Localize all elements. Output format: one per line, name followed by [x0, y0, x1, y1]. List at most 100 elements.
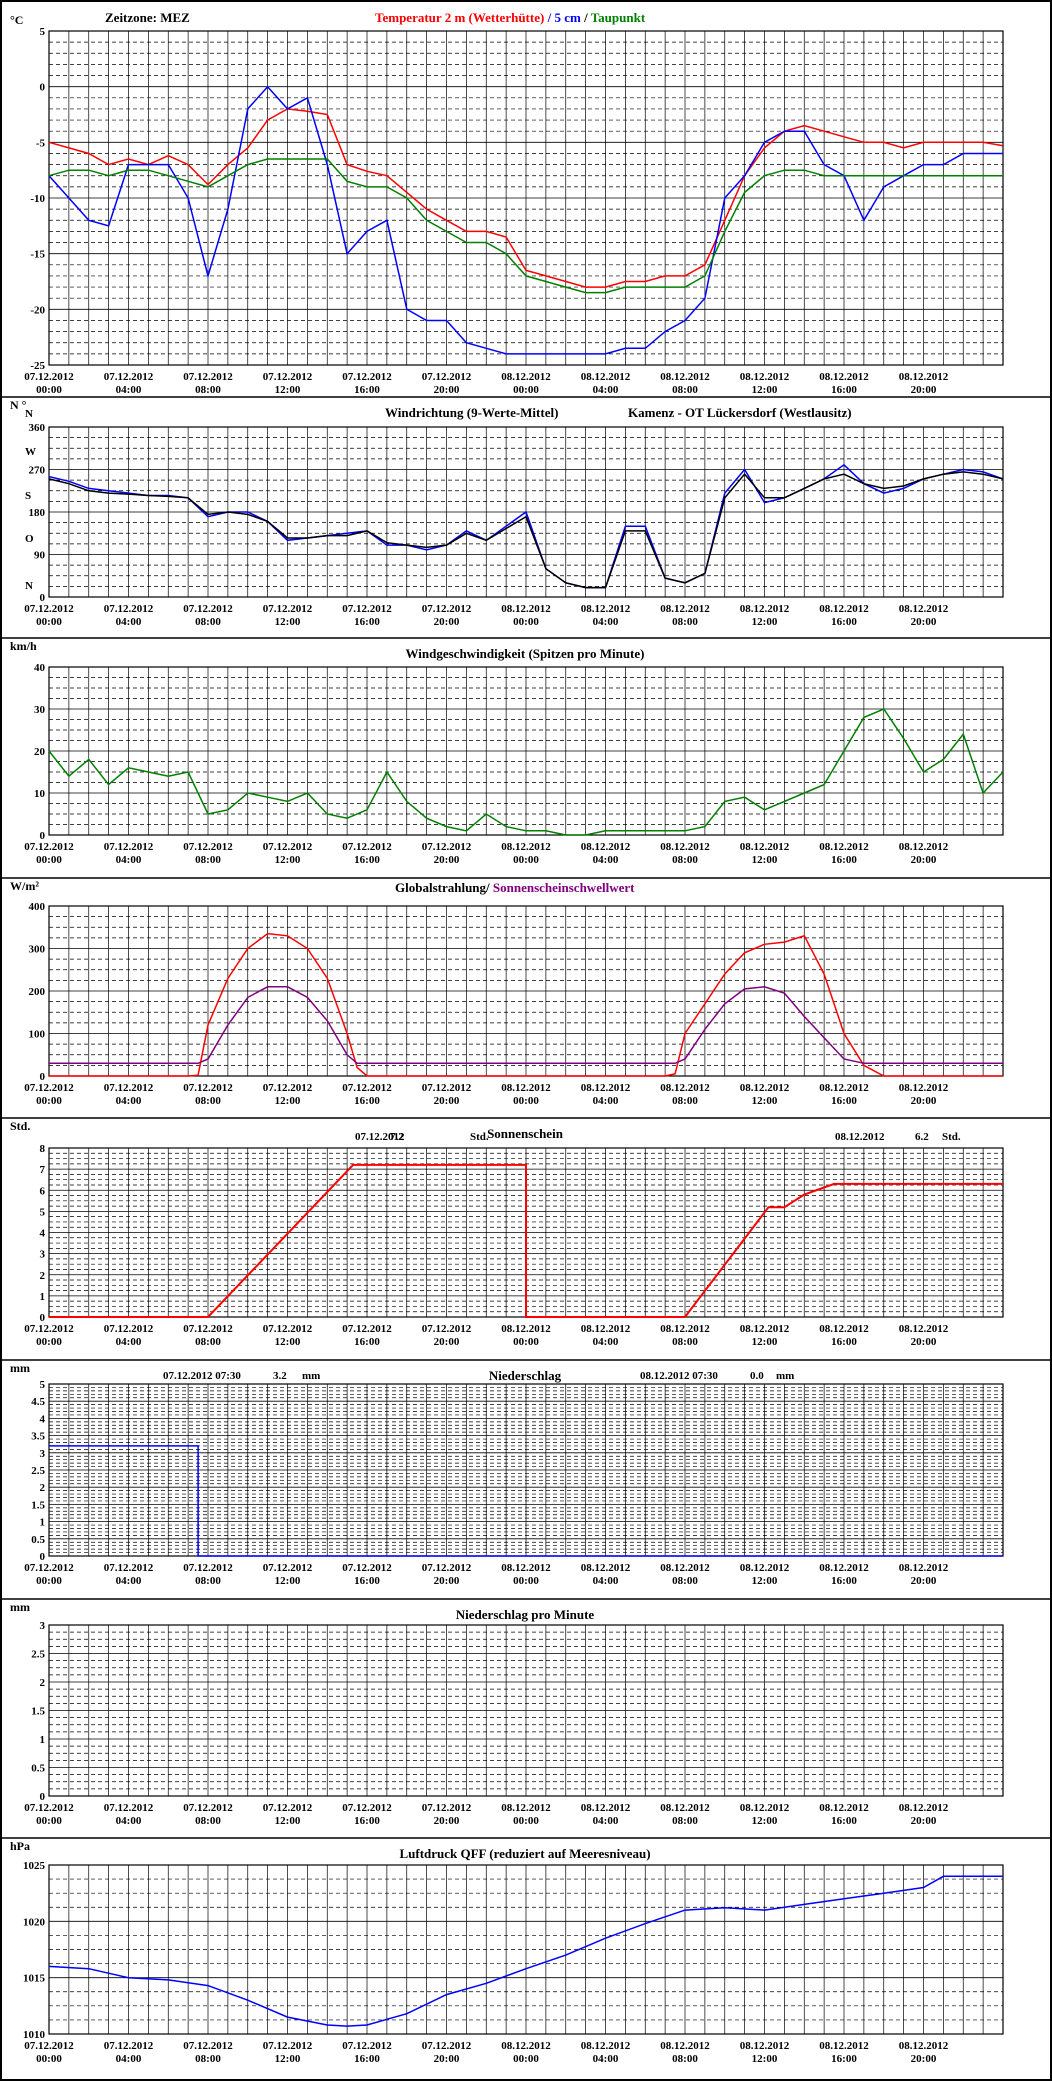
x-tick-date: 07.12.2012 — [342, 2040, 392, 2052]
x-tick-date: 07.12.2012 — [263, 841, 313, 853]
x-tick-date: 08.12.2012 — [740, 1802, 790, 1814]
y-tick-label: 7 — [40, 1164, 46, 1176]
y-tick-label: -10 — [30, 193, 45, 205]
x-tick-date: 07.12.2012 — [422, 2040, 472, 2052]
x-tick-time: 12:00 — [752, 1095, 778, 1107]
y-tick-label: 1.5 — [31, 1706, 45, 1718]
x-tick-time: 12:00 — [275, 2053, 301, 2065]
x-tick-date: 08.12.2012 — [660, 1323, 710, 1335]
x-tick-date: 07.12.2012 — [183, 1323, 233, 1335]
y-tick-label: -25 — [30, 360, 45, 372]
x-tick-date: 07.12.2012 — [422, 1082, 472, 1094]
x-tick-time: 16:00 — [354, 1336, 380, 1348]
summary-unit: mm — [776, 1370, 794, 1382]
x-tick-date: 08.12.2012 — [501, 1802, 551, 1814]
x-tick-time: 00:00 — [36, 1575, 62, 1587]
x-tick-time: 20:00 — [911, 1095, 937, 1107]
y-tick-label: 0 — [40, 592, 46, 604]
x-tick-date: 08.12.2012 — [660, 1562, 710, 1574]
x-tick-time: 12:00 — [752, 1336, 778, 1348]
panel-title: Luftdruck QFF (reduziert auf Meeresnivea… — [399, 1846, 650, 1861]
series-line-temp-2 — [48, 158, 1003, 294]
x-tick-date: 08.12.2012 — [819, 1323, 869, 1335]
x-tick-date: 08.12.2012 — [581, 841, 631, 853]
x-tick-time: 20:00 — [434, 616, 460, 628]
x-tick-time: 08:00 — [672, 616, 698, 628]
x-tick-date: 07.12.2012 — [263, 1562, 313, 1574]
x-tick-date: 08.12.2012 — [819, 1802, 869, 1814]
y-tick-label: -20 — [30, 304, 45, 316]
x-tick-date: 08.12.2012 — [581, 1562, 631, 1574]
summary-date: 07.12.2012 07:30 — [163, 1370, 241, 1382]
x-tick-date: 07.12.2012 — [263, 2040, 313, 2052]
y-tick-label: 400 — [29, 901, 46, 913]
x-tick-time: 08:00 — [672, 1336, 698, 1348]
x-tick-date: 08.12.2012 — [581, 1323, 631, 1335]
summary-unit: Std. — [470, 1131, 489, 1143]
panel-radiation: 400300200100007.12.201200:0007.12.201204… — [2, 879, 1050, 1119]
x-tick-time: 16:00 — [354, 1575, 380, 1587]
x-tick-time: 12:00 — [275, 616, 301, 628]
x-tick-date: 07.12.2012 — [422, 1802, 472, 1814]
timezone-label: Zeitzone: MEZ — [105, 10, 190, 25]
x-tick-date: 08.12.2012 — [819, 841, 869, 853]
x-tick-date: 08.12.2012 — [899, 1802, 949, 1814]
x-tick-time: 00:00 — [36, 1095, 62, 1107]
x-tick-date: 07.12.2012 — [342, 1323, 392, 1335]
x-tick-date: 08.12.2012 — [501, 2040, 551, 2052]
x-tick-date: 07.12.2012 — [422, 603, 472, 615]
y-tick-label: 5 — [40, 26, 46, 38]
x-tick-date: 08.12.2012 — [660, 1082, 710, 1094]
y-tick-label: 270 — [29, 465, 46, 477]
y-tick-label: 200 — [29, 986, 46, 998]
y-tick-label: 3 — [40, 1249, 46, 1261]
x-tick-time: 04:00 — [593, 854, 619, 866]
x-tick-date: 08.12.2012 — [501, 841, 551, 853]
x-tick-time: 20:00 — [911, 1815, 937, 1827]
x-tick-date: 07.12.2012 — [24, 2040, 74, 2052]
unit-label: mm — [10, 1600, 30, 1614]
x-tick-date: 08.12.2012 — [819, 1562, 869, 1574]
x-tick-time: 08:00 — [672, 854, 698, 866]
x-tick-date: 08.12.2012 — [660, 603, 710, 615]
panel-title: Windrichtung (9-Werte-Mittel) — [385, 405, 558, 420]
panel-windspeed: 40302010007.12.201200:0007.12.201204:000… — [2, 639, 1050, 879]
x-tick-date: 08.12.2012 — [899, 371, 949, 383]
x-tick-time: 04:00 — [593, 616, 619, 628]
x-tick-time: 12:00 — [752, 1815, 778, 1827]
x-tick-time: 08:00 — [672, 2053, 698, 2065]
x-tick-date: 08.12.2012 — [660, 1802, 710, 1814]
x-tick-time: 04:00 — [593, 1575, 619, 1587]
x-tick-time: 00:00 — [36, 384, 62, 396]
y-tick-label: -5 — [36, 137, 46, 149]
x-tick-date: 08.12.2012 — [501, 1082, 551, 1094]
series-line-sunshine-0 — [49, 1163, 1003, 1318]
series-line-winddir-1 — [48, 471, 1004, 589]
y-tick-label: 1.5 — [31, 1499, 45, 1511]
direction-label: N — [25, 580, 33, 592]
x-tick-time: 04:00 — [593, 384, 619, 396]
x-tick-date: 08.12.2012 — [501, 603, 551, 615]
y-tick-label: 0.5 — [31, 1763, 45, 1775]
x-tick-date: 08.12.2012 — [740, 371, 790, 383]
y-tick-label: 30 — [34, 704, 46, 716]
unit-label: Std. — [10, 1119, 30, 1133]
y-tick-label: 180 — [29, 507, 46, 519]
x-tick-time: 12:00 — [275, 1815, 301, 1827]
x-tick-date: 08.12.2012 — [819, 603, 869, 615]
x-tick-date: 07.12.2012 — [342, 1802, 392, 1814]
x-tick-time: 16:00 — [831, 1336, 857, 1348]
x-tick-time: 12:00 — [752, 616, 778, 628]
series-line-precip-0 — [49, 1445, 1003, 1557]
x-tick-time: 20:00 — [911, 2053, 937, 2065]
station-label: Kamenz - OT Lückersdorf (Westlausitz) — [628, 405, 852, 420]
plot-frame — [48, 30, 1004, 366]
x-tick-time: 00:00 — [513, 616, 539, 628]
panel-temp: 50-5-10-15-20-2507.12.201200:0007.12.201… — [2, 10, 1050, 398]
x-tick-time: 04:00 — [116, 1095, 142, 1107]
x-tick-time: 00:00 — [36, 854, 62, 866]
x-tick-time: 12:00 — [275, 1575, 301, 1587]
y-tick-label: 1 — [40, 1734, 46, 1746]
x-tick-date: 07.12.2012 — [263, 1802, 313, 1814]
x-tick-time: 16:00 — [831, 384, 857, 396]
